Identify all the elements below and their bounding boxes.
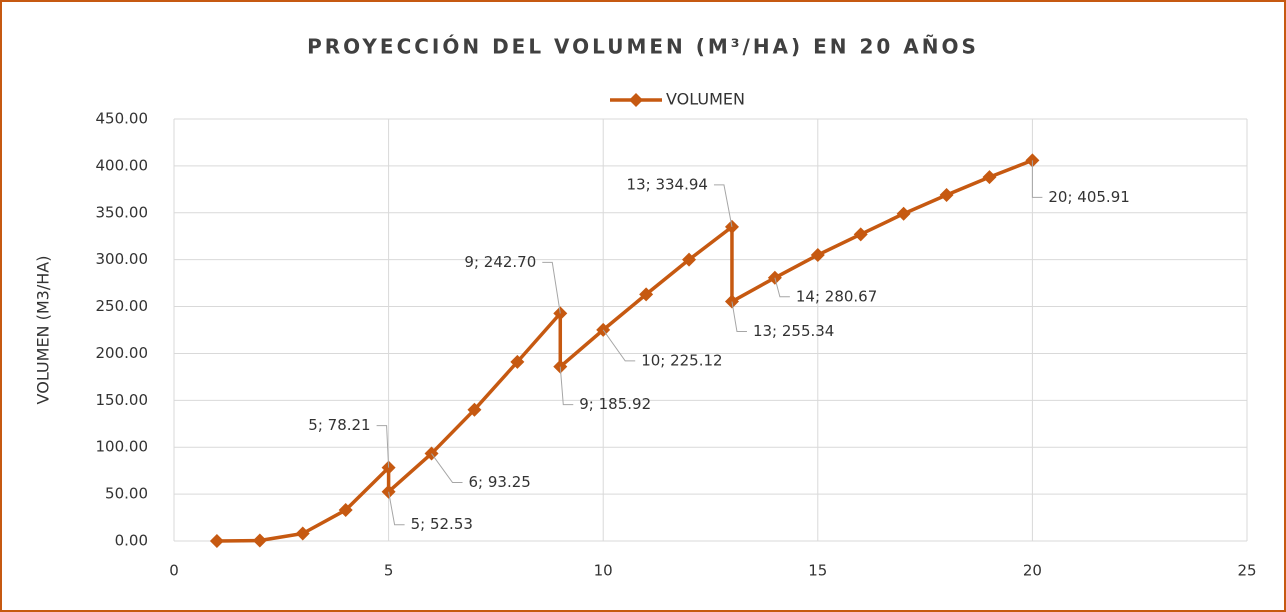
data-label: 13; 255.34 <box>753 322 834 340</box>
chart-title: PROYECCIÓN DEL VOLUMEN (M³/HA) EN 20 AÑO… <box>307 35 979 59</box>
data-point <box>810 247 825 262</box>
leader-line <box>376 425 390 468</box>
leader-line <box>1031 160 1043 198</box>
leader-line <box>431 453 463 484</box>
data-point <box>295 526 310 541</box>
data-point <box>338 503 353 518</box>
data-label: 9; 185.92 <box>579 395 651 413</box>
y-tick-label: 250.00 <box>96 297 149 315</box>
data-label: 5; 52.53 <box>411 515 473 533</box>
x-tick-label: 10 <box>594 562 613 580</box>
data-label: 10; 225.12 <box>641 351 722 369</box>
x-tick-label: 15 <box>808 562 827 580</box>
data-point <box>209 534 224 548</box>
data-point <box>853 227 868 242</box>
y-tick-label: 450.00 <box>96 110 149 128</box>
data-label: 5; 78.21 <box>308 416 370 434</box>
leader-line <box>542 261 561 314</box>
data-point <box>896 206 911 221</box>
data-label: 20; 405.91 <box>1048 188 1129 206</box>
legend-marker <box>629 93 643 107</box>
y-tick-label: 400.00 <box>96 156 149 174</box>
data-point <box>682 252 697 267</box>
x-tick-label: 20 <box>1023 562 1042 580</box>
leader-line <box>559 366 574 406</box>
y-tick-label: 350.00 <box>96 203 149 221</box>
data-point <box>982 170 997 185</box>
y-tick-label: 0.00 <box>115 532 148 550</box>
data-point <box>510 354 525 369</box>
y-tick-label: 200.00 <box>96 344 149 362</box>
y-tick-label: 50.00 <box>105 485 148 503</box>
data-label: 14; 280.67 <box>796 287 877 305</box>
y-tick-label: 150.00 <box>96 391 149 409</box>
x-tick-label: 5 <box>384 562 394 580</box>
leader-line <box>774 277 790 298</box>
data-point <box>252 533 267 548</box>
data-point <box>639 287 654 302</box>
y-tick-label: 100.00 <box>96 438 149 456</box>
data-point <box>939 187 954 202</box>
leader-line <box>388 491 405 526</box>
y-tick-label: 300.00 <box>96 250 149 268</box>
leader-line <box>602 329 636 362</box>
data-label: 6; 93.25 <box>469 473 531 491</box>
x-tick-label: 25 <box>1237 562 1256 580</box>
leader-line <box>713 184 733 227</box>
data-point <box>467 402 482 417</box>
legend-label: VOLUMEN <box>666 90 745 109</box>
leader-line <box>731 301 747 333</box>
data-label: 13; 334.94 <box>627 175 708 193</box>
y-axis-label: VOLUMEN (M3/HA) <box>34 256 53 405</box>
x-tick-label: 0 <box>169 562 179 580</box>
data-label: 9; 242.70 <box>464 253 536 271</box>
